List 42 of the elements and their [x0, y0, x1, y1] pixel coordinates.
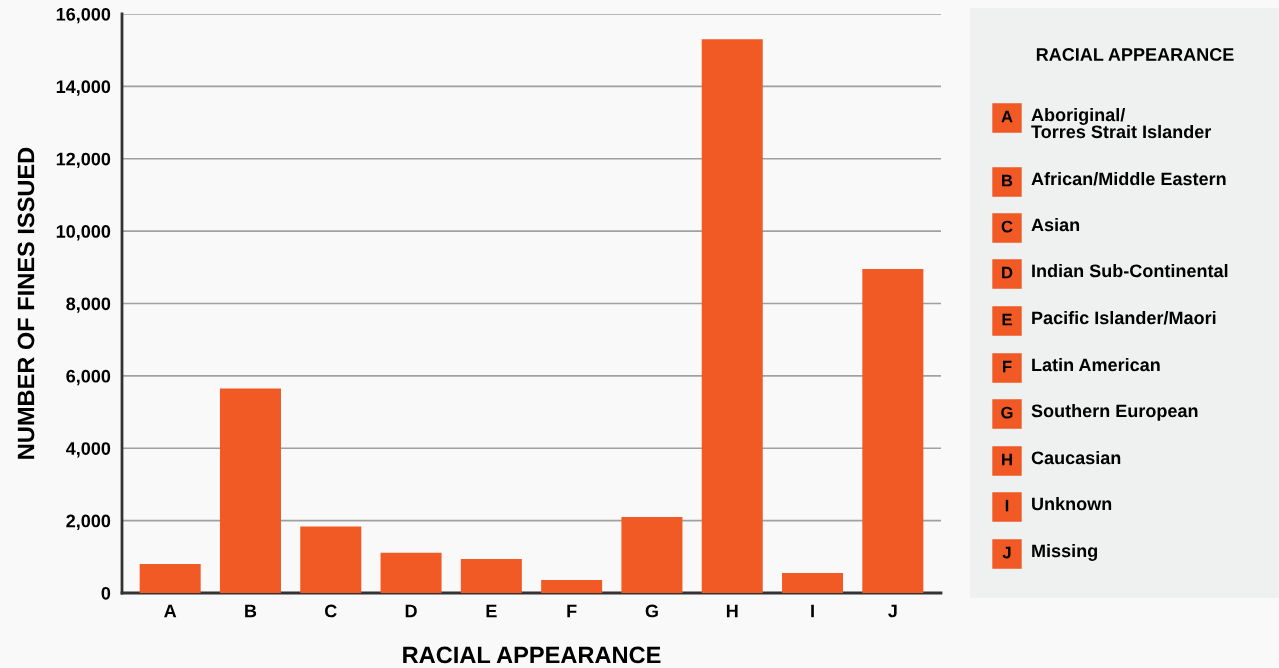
category-label: B [1002, 174, 1013, 187]
y-axis-title: NUMBER OF FINES ISSUED [17, 147, 35, 459]
category-label: C [1001, 220, 1013, 233]
x-tick-label: D [405, 604, 417, 618]
x-tick-label: F [567, 604, 577, 618]
x-tick-label: A [164, 604, 177, 618]
text: Unknown [1032, 497, 1112, 511]
y-tick-label: 10,000 [56, 225, 111, 241]
category-label: I [1005, 499, 1009, 512]
category-label: E [1002, 313, 1012, 326]
x-tick-label: H [726, 604, 738, 618]
category-label: D [1002, 266, 1013, 279]
category-label: J [1002, 546, 1011, 559]
y-tick-label: 14,000 [56, 80, 111, 96]
text: Missing [1032, 544, 1098, 561]
y-tick-label: 12,000 [56, 152, 111, 169]
y-tick-label: 6,000 [66, 369, 111, 386]
x-axis-title: RACIAL APPEARANCE [403, 646, 661, 664]
y-tick-label: 8,000 [66, 297, 111, 313]
y-tick-label: 2,000 [66, 514, 111, 530]
x-tick-label: B [245, 604, 257, 618]
category-label: A [1001, 110, 1013, 123]
text: Southern European [1031, 404, 1198, 421]
legend-title: RACIAL APPEARANCE [1036, 48, 1234, 61]
x-tick-label: I [811, 604, 814, 618]
x-tick-label: C [324, 604, 337, 618]
y-tick-label: 16,000 [56, 7, 111, 24]
y-tick-label: 0 [101, 586, 111, 600]
x-tick-label: J [888, 604, 897, 618]
text: Indian Sub-Continental [1032, 264, 1228, 278]
y-tick-label: 4,000 [65, 442, 111, 458]
category-label: G [1001, 406, 1013, 419]
category-label: F [1003, 360, 1012, 373]
text: Asian [1031, 218, 1080, 232]
text: Aboriginal/ Torres Strait Islander [1031, 108, 1212, 139]
text: Caucasian [1031, 451, 1121, 465]
x-tick-label: G [645, 604, 658, 618]
text: African/Middle Eastern [1031, 172, 1226, 186]
text: Pacific Islander/Maori [1032, 311, 1216, 325]
x-tick-label: E [486, 604, 497, 618]
category-label: H [1002, 453, 1012, 466]
text: Latin American [1032, 358, 1160, 372]
